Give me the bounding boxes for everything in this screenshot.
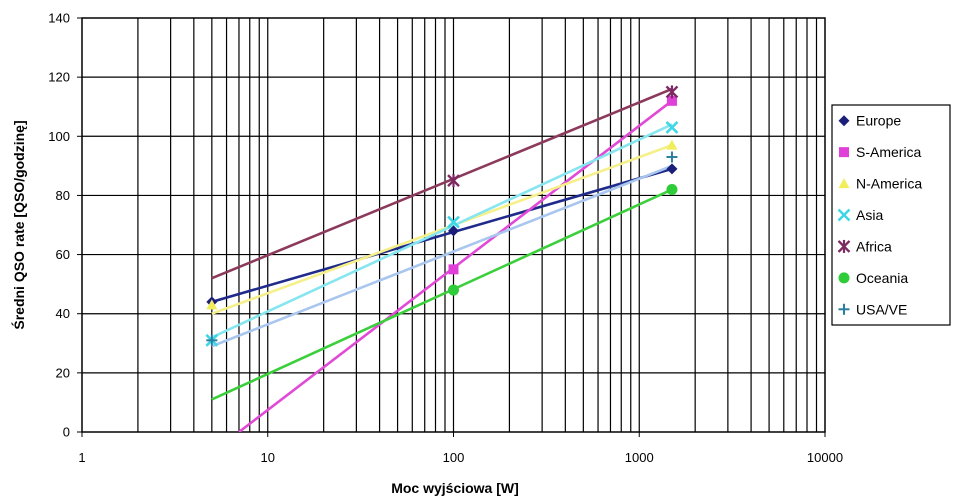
point-asia-2	[447, 215, 460, 229]
triangle-marker	[838, 178, 850, 189]
trendline-usa-ve	[211, 164, 673, 348]
triangle-marker	[666, 139, 678, 150]
legend-marker-s-america	[839, 147, 849, 158]
point-n-america-2	[666, 139, 678, 150]
square-marker	[839, 147, 849, 158]
square-marker	[448, 264, 459, 275]
legend-label: N-America	[856, 176, 922, 192]
point-europe-3	[666, 163, 678, 175]
y-tick-label: 100	[48, 129, 70, 144]
legend-item-asia: Asia	[837, 207, 883, 223]
y-tick-label: 140	[48, 11, 70, 26]
legend-label: Africa	[856, 238, 892, 254]
y-tick-label: 0	[63, 425, 70, 440]
triangle-marker	[206, 299, 218, 310]
point-africa-1	[447, 174, 460, 188]
legend-item-oceania: Oceania	[838, 270, 908, 286]
x-tick-label: 10	[261, 450, 275, 465]
legend-item-usa-ve: USA/VE	[838, 301, 907, 317]
legend-box	[831, 104, 951, 326]
circle-marker	[666, 184, 678, 196]
point-oceania-2	[666, 184, 678, 196]
legend-marker-usa-ve	[838, 303, 850, 315]
legend-item-n-america: N-America	[838, 176, 922, 192]
legend-marker-n-america	[838, 178, 850, 189]
y-tick-label: 120	[48, 70, 70, 85]
point-s-america-2	[666, 95, 677, 106]
legend-label: Asia	[856, 207, 883, 223]
point-europe-2	[448, 225, 459, 237]
data-points	[205, 85, 679, 347]
circle-marker	[838, 272, 850, 284]
diamond-marker	[666, 163, 678, 175]
y-tick-label: 80	[56, 188, 70, 203]
legend-item-europe: Europe	[838, 113, 901, 129]
legend-label: S-America	[856, 144, 922, 160]
legend-item-africa: Africa	[837, 238, 892, 254]
diamond-marker	[838, 115, 850, 127]
trendline-europe	[211, 167, 673, 304]
legend-item-s-america: S-America	[839, 144, 922, 160]
x-marker-stroke	[447, 215, 460, 229]
x-tick-label: 100	[443, 450, 465, 465]
x-marker-stroke	[665, 120, 679, 134]
trendline-n-america	[211, 143, 673, 315]
square-marker	[666, 95, 677, 106]
legend-marker-africa	[837, 239, 851, 253]
x-axis-label: Moc wyjściowa [W]	[391, 480, 519, 496]
y-tick-labels: 0 20 40 60 80 100 120 140	[48, 11, 82, 440]
trendline-africa	[211, 87, 673, 280]
trendline-oceania	[211, 188, 673, 401]
x-tick-label: 1	[78, 450, 85, 465]
y-tick-label: 20	[56, 365, 70, 380]
trendline-asia	[211, 123, 673, 339]
x-tick-labels: 1 10 100 1000 10000	[78, 432, 843, 465]
diamond-marker	[448, 225, 459, 237]
x-tick-label: 10000	[807, 450, 843, 465]
point-usa-ve-1	[206, 334, 218, 346]
legend: Europe S-America N-America Asia Africa Oceani…	[831, 104, 951, 326]
y-tick-label: 40	[56, 306, 70, 321]
point-s-america-1	[448, 264, 459, 275]
point-usa-ve-2	[666, 151, 678, 163]
x-tick-label: 1000	[625, 450, 654, 465]
legend-label: USA/VE	[856, 301, 907, 317]
trendlines	[211, 87, 673, 432]
y-tick-label: 60	[56, 247, 70, 262]
legend-marker-asia	[837, 208, 851, 222]
legend-marker-europe	[838, 115, 850, 127]
point-oceania-1	[448, 284, 459, 296]
y-axis-label: Średni QSO rate [QSO/godzinę]	[10, 120, 27, 329]
point-africa-2	[665, 85, 679, 99]
point-asia-3	[665, 120, 679, 134]
circle-marker	[448, 284, 459, 296]
legend-marker-oceania	[838, 272, 850, 284]
legend-label: Oceania	[856, 270, 908, 286]
x-marker-stroke	[837, 208, 851, 222]
point-n-america-1	[206, 299, 218, 310]
legend-label: Europe	[856, 113, 901, 129]
